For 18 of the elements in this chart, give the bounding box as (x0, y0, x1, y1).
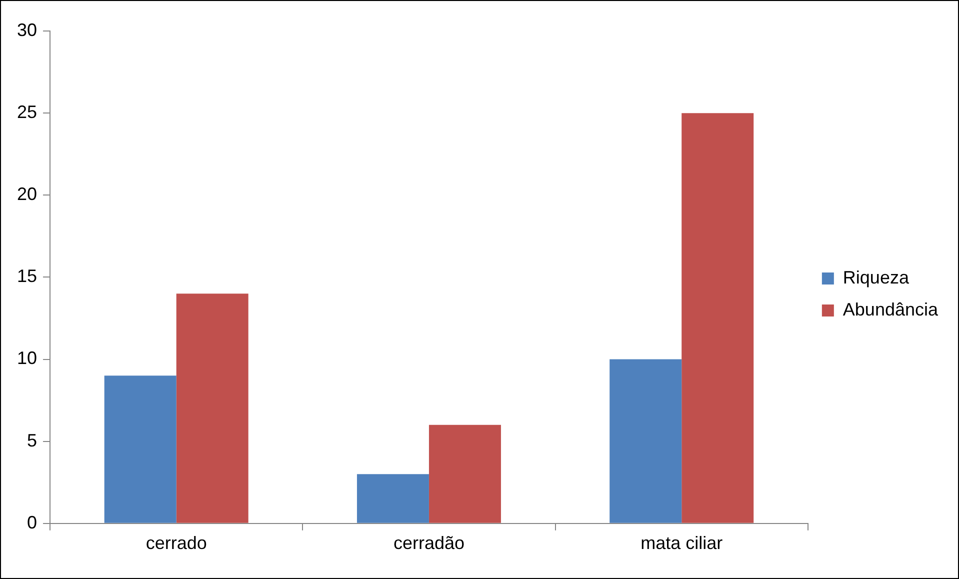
legend-label: Riqueza (842, 267, 910, 288)
y-tick-label: 0 (27, 512, 38, 532)
bar (356, 474, 429, 523)
x-tick-label: mata ciliar (640, 533, 723, 554)
y-tick-label: 25 (16, 102, 38, 122)
bar (610, 359, 682, 523)
legend-label: Abundância (842, 299, 939, 320)
y-tick-label: 20 (16, 184, 38, 204)
y-tick-label: 30 (16, 20, 38, 40)
bar (428, 424, 501, 523)
bar (176, 294, 248, 523)
x-tick-label: cerrado (146, 533, 207, 554)
y-tick-label: 5 (27, 430, 38, 450)
bar (104, 376, 176, 523)
y-tick-label: 10 (16, 348, 38, 368)
x-tick-label: cerradão (393, 533, 464, 554)
y-tick-label: 15 (16, 266, 38, 286)
bar (682, 113, 754, 523)
